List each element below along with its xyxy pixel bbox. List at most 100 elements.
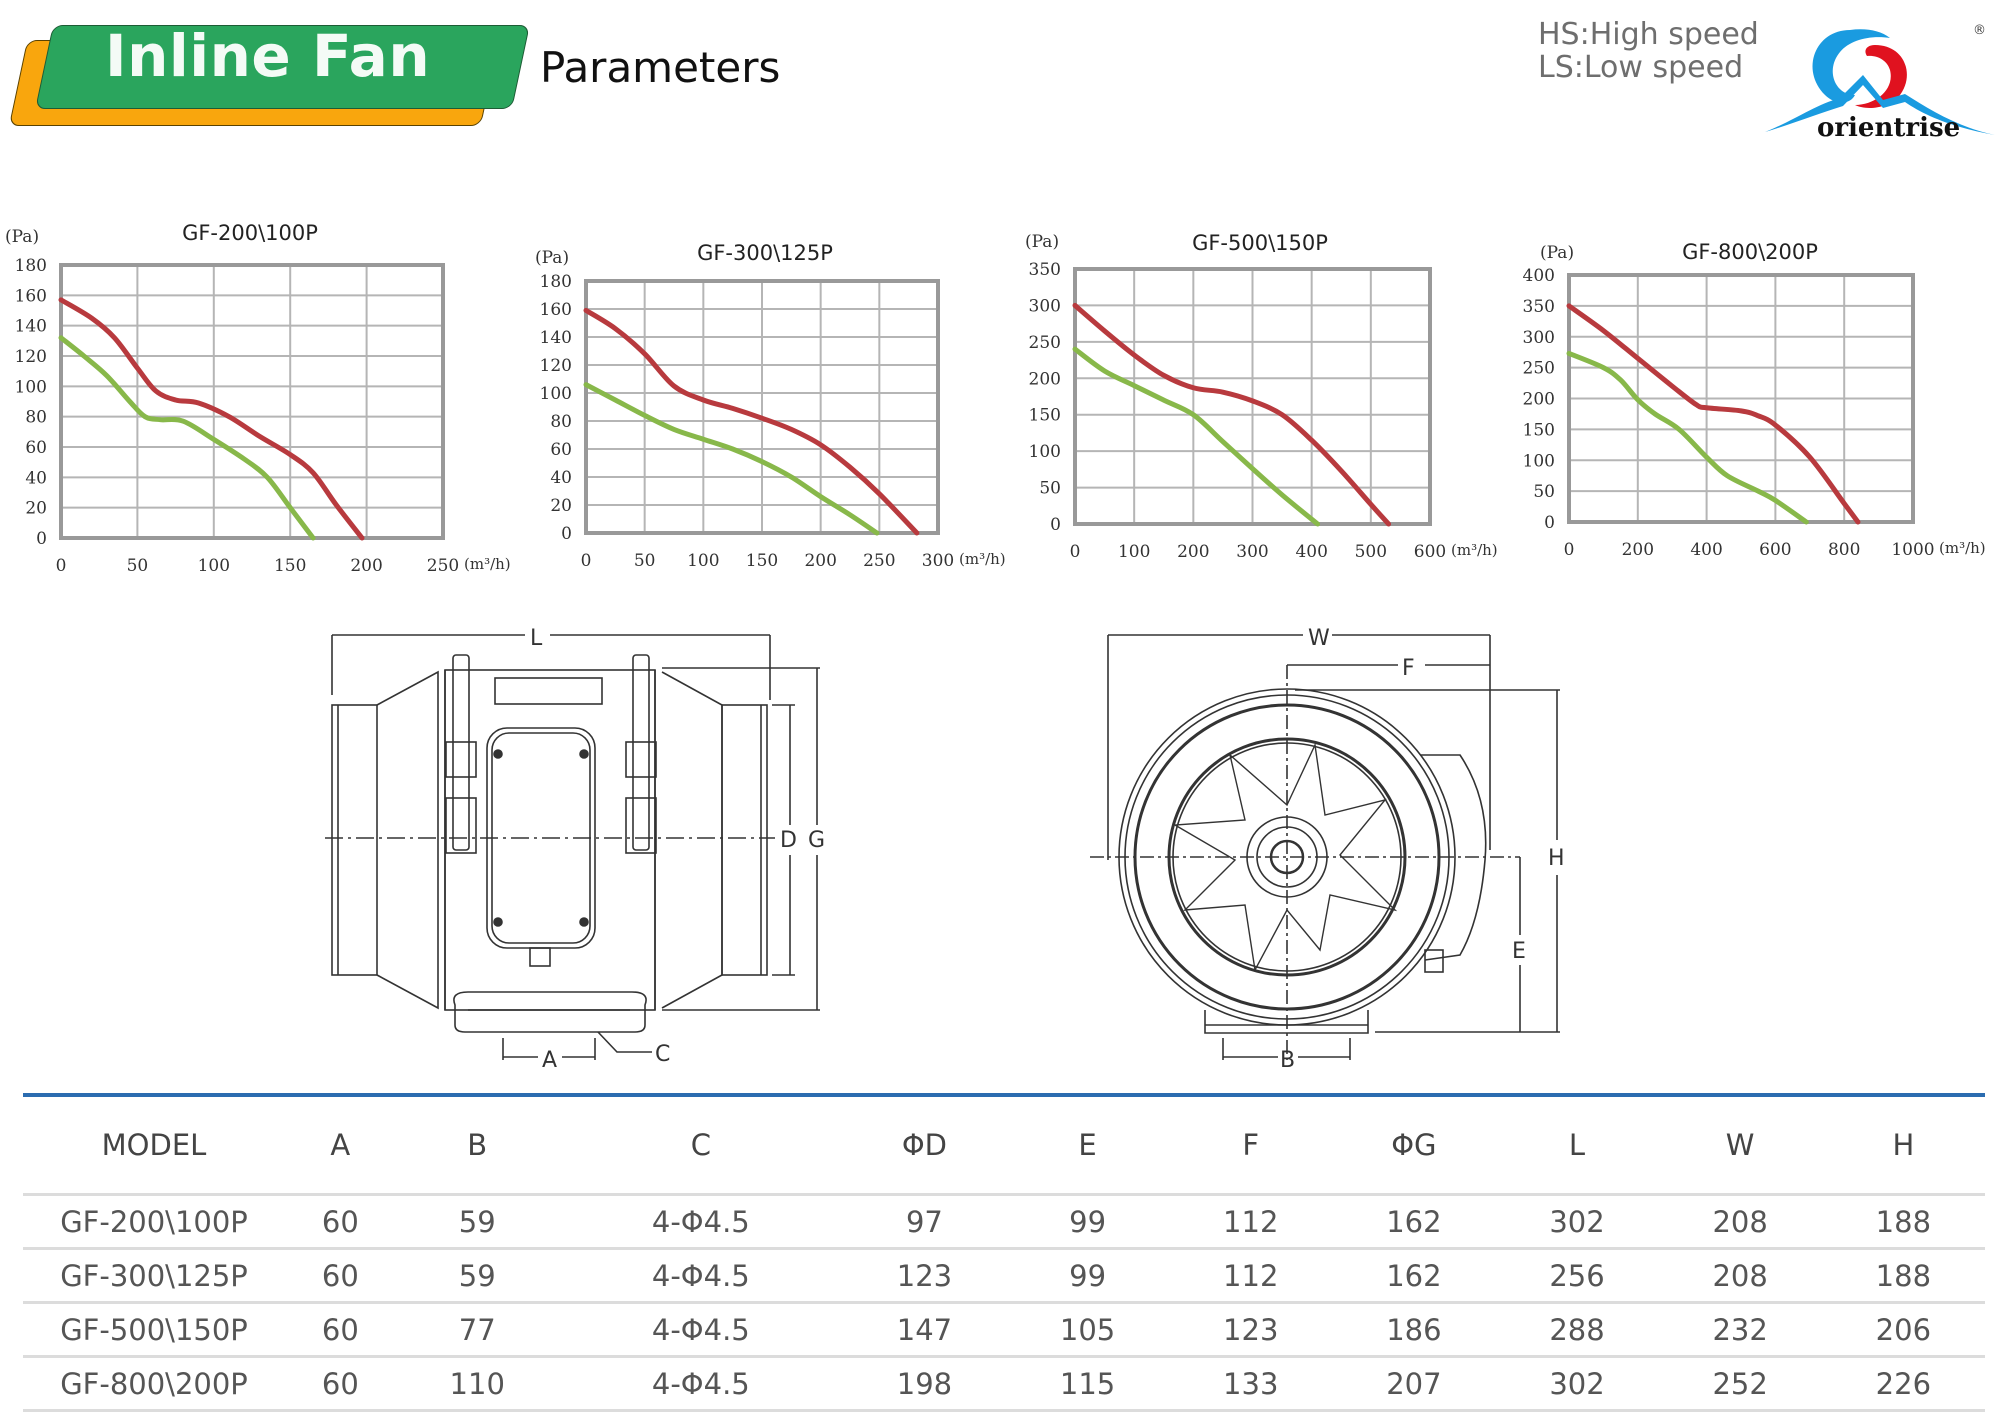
svg-text:W: W [1308, 626, 1330, 651]
col-header-w: W [1725, 1128, 1755, 1162]
x-tick-label: 300 [1236, 542, 1268, 562]
cell-value: 162 [1332, 1247, 1496, 1303]
chart-gf-300-125p: GF-300\125P (Pa) 0 20 40 60 80 100 120 140 160 180 0… [520, 230, 1020, 584]
x-tick-label: 300 [922, 551, 954, 571]
cell-value: 207 [1332, 1355, 1496, 1412]
y-axis-unit: (Pa) [535, 248, 569, 268]
svg-text:H: H [1548, 846, 1565, 871]
cell-value: 60 [285, 1355, 396, 1412]
cell-model: GF-500\150P [23, 1301, 285, 1357]
y-tick-label: 160 [15, 286, 47, 306]
curve-ls [1566, 350, 1809, 525]
curve-hs [58, 297, 365, 541]
cell-value: 198 [842, 1355, 1007, 1412]
y-tick-label: 150 [1029, 406, 1061, 426]
plot-frame [59, 263, 445, 540]
y-tick-label: 250 [1523, 359, 1555, 379]
cell-value: 208 [1658, 1193, 1822, 1249]
y-tick-label: 250 [1029, 333, 1061, 353]
x-axis-unit: (m³/h) [1451, 541, 1498, 559]
y-tick-label: 40 [25, 468, 47, 488]
cell-value: 99 [1006, 1193, 1170, 1249]
col-header-e: E [1078, 1128, 1097, 1162]
cell-value: 4-Φ4.5 [558, 1355, 843, 1412]
x-tick-label: 200 [1622, 540, 1654, 560]
col-header-f: F [1242, 1128, 1260, 1162]
front-view-drawing: W F H E B [1080, 620, 1600, 1084]
svg-text:C: C [655, 1042, 670, 1067]
cell-value: 186 [1332, 1301, 1496, 1357]
x-tick-label: 0 [581, 551, 592, 571]
col-header-d: ΦD [901, 1128, 948, 1162]
y-tick-label: 100 [1029, 442, 1061, 462]
cell-value: 110 [395, 1355, 559, 1412]
y-tick-label: 350 [1029, 260, 1061, 280]
page-title: Inline Fan [105, 22, 431, 90]
cell-model: GF-300\125P [23, 1247, 285, 1303]
table-row: GF-800\200P 60 110 4-Φ4.5 198 115 133 207 302 252… [23, 1355, 1985, 1412]
y-tick-label: 100 [15, 377, 47, 397]
orientrise-logo-icon: orientrise ® [1765, 23, 1995, 143]
svg-text:orientrise: orientrise [1817, 113, 1960, 143]
svg-text:E: E [1512, 939, 1526, 964]
y-tick-label: 180 [540, 272, 572, 292]
svg-text:L: L [530, 626, 543, 651]
curve-hs [1072, 302, 1392, 527]
svg-text:G: G [808, 828, 825, 853]
x-tick-label: 600 [1759, 540, 1791, 560]
y-axis-unit: (Pa) [1540, 243, 1574, 263]
y-tick-label: 80 [550, 412, 572, 432]
y-tick-label: 350 [1523, 297, 1555, 317]
cell-value: 256 [1495, 1247, 1659, 1303]
plot-frame [584, 279, 940, 535]
chart-gf-500-150p: GF-500\150P (Pa) 0 50 100 150 200 250 300 350 0 100… [1020, 222, 1520, 576]
x-tick-label: 100 [687, 551, 719, 571]
cell-value: 147 [842, 1301, 1007, 1357]
y-tick-label: 0 [1050, 515, 1061, 535]
cell-value: 232 [1658, 1301, 1822, 1357]
cell-value: 226 [1821, 1355, 1985, 1412]
table-row: GF-200\100P 60 59 4-Φ4.5 97 99 112 162 302 208 188 [23, 1193, 1985, 1249]
x-tick-label: 600 [1414, 542, 1446, 562]
y-tick-label: 160 [540, 300, 572, 320]
y-tick-label: 0 [561, 524, 572, 544]
cell-model: GF-800\200P [23, 1355, 285, 1412]
y-tick-label: 0 [1544, 513, 1555, 533]
y-tick-label: 140 [540, 328, 572, 348]
chart-svg: GF-300\125P (Pa) 0 20 40 60 80 100 120 140 160 180 0… [535, 241, 1006, 571]
x-tick-label: 200 [804, 551, 836, 571]
chart-title: GF-500\150P [1192, 231, 1328, 255]
legend-hs: HS:High speed [1538, 17, 1759, 52]
cell-value: 115 [1006, 1355, 1170, 1412]
chart-title: GF-200\100P [182, 221, 318, 245]
spec-table: MODEL A B C ΦD E F ΦG L W H GF-200\100P 6… [23, 1097, 1985, 1412]
y-tick-label: 140 [15, 317, 47, 337]
col-header-h: H [1892, 1128, 1915, 1162]
cell-value: 99 [1006, 1247, 1170, 1303]
x-tick-label: 200 [1177, 542, 1209, 562]
cell-value: 208 [1658, 1247, 1822, 1303]
cell-value: 123 [1169, 1301, 1333, 1357]
cell-value: 59 [395, 1193, 559, 1249]
x-tick-label: 100 [198, 556, 230, 576]
cell-value: 252 [1658, 1355, 1822, 1412]
y-tick-label: 60 [550, 440, 572, 460]
cell-value: 60 [285, 1247, 396, 1303]
x-tick-label: 250 [427, 556, 459, 576]
x-tick-label: 400 [1690, 540, 1722, 560]
cell-value: 302 [1495, 1355, 1659, 1412]
plot-frame [1567, 273, 1915, 524]
x-tick-label: 500 [1355, 542, 1387, 562]
y-tick-label: 20 [550, 496, 572, 516]
y-tick-label: 200 [1523, 390, 1555, 410]
cell-value: 105 [1006, 1301, 1170, 1357]
curve-ls [58, 335, 316, 541]
table-row: GF-500\150P 60 77 4-Φ4.5 147 105 123 186 288 232 2… [23, 1301, 1985, 1357]
cell-value: 188 [1821, 1247, 1985, 1303]
table-top-divider [23, 1093, 1985, 1097]
y-tick-label: 60 [25, 438, 47, 458]
col-header-l: L [1568, 1128, 1586, 1162]
chart-svg: GF-500\150P (Pa) 0 50 100 150 200 250 300 350 0 100… [1025, 231, 1498, 562]
page-subtitle: Parameters [540, 43, 781, 92]
y-tick-label: 300 [1029, 296, 1061, 316]
